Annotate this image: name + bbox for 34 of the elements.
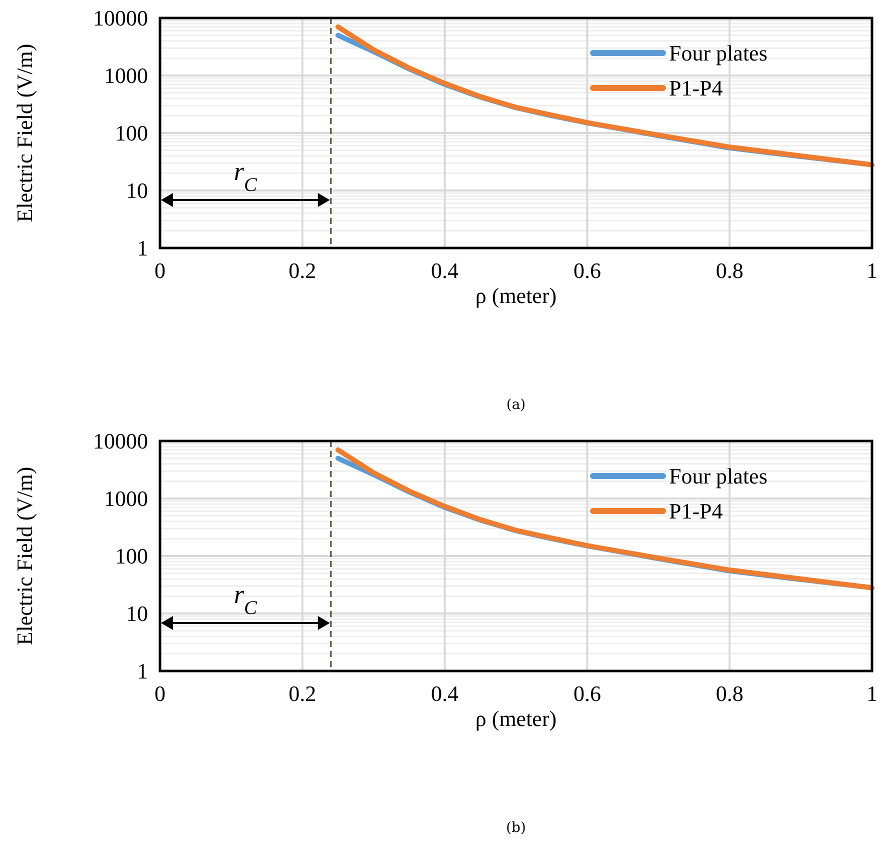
- legend-label: Four plates: [669, 464, 768, 489]
- y-axis-title: Electric Field (V/m): [12, 466, 37, 646]
- x-tick-label: 0.2: [288, 258, 316, 283]
- x-axis-title: ρ (meter): [475, 283, 557, 308]
- y-tick-label: 100: [115, 120, 148, 146]
- annotation: r$_{C}$: [234, 580, 258, 618]
- x-tick-label: 1: [866, 258, 878, 283]
- y-tick-label: 1: [137, 236, 148, 261]
- x-tick-label: 0.6: [573, 681, 601, 706]
- x-tick-label: 0.8: [716, 681, 744, 706]
- annotation: r$_{C}$: [234, 157, 258, 196]
- y-axis-title: Electric Field (V/m): [12, 44, 37, 222]
- y-tick-label: 1000: [104, 63, 148, 88]
- x-tick-label: 0: [154, 681, 166, 706]
- y-tick-label: 1: [137, 658, 148, 684]
- legend-label: P1-P4: [669, 498, 723, 524]
- legend-label: P1-P4: [669, 76, 723, 101]
- text: (b): [506, 820, 526, 836]
- x-tick-label: 1: [866, 681, 878, 706]
- x-tick-label: 0.2: [288, 681, 316, 706]
- text: (a): [506, 397, 526, 413]
- x-tick-label: 0.8: [716, 258, 744, 283]
- y-tick-label: 1000: [104, 486, 148, 512]
- x-tick-label: 0.4: [431, 681, 459, 706]
- y-tick-label: 10: [126, 178, 148, 204]
- x-tick-label: 0: [154, 258, 166, 283]
- x-tick-label: 0.6: [573, 258, 601, 283]
- legend-label: Four plates: [669, 40, 768, 66]
- y-tick-label: 10000: [93, 428, 148, 454]
- y-tick-label: 10: [126, 601, 148, 626]
- y-tick-label: 10000: [93, 6, 148, 31]
- y-tick-label: 100: [115, 544, 148, 569]
- x-tick-label: 0.4: [431, 258, 459, 283]
- x-axis-title: ρ (meter): [475, 706, 557, 731]
